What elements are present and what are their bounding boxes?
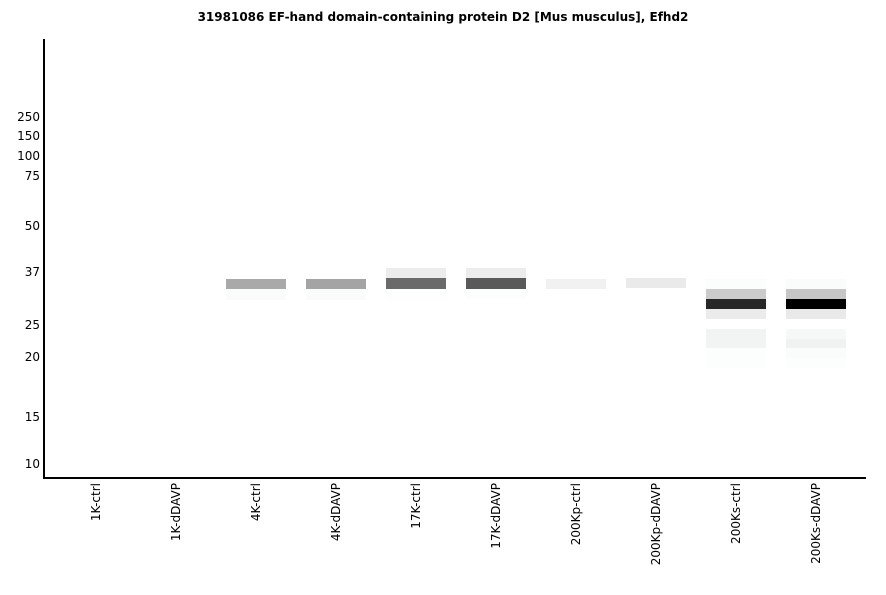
blot-band (786, 358, 846, 368)
y-tick-label: 15 (24, 410, 40, 424)
y-tick-label: 250 (17, 110, 40, 124)
blot-band (786, 289, 846, 299)
y-tick-label: 75 (24, 169, 40, 183)
blot-band (786, 279, 846, 289)
blot-band (706, 348, 766, 368)
blot-band (466, 268, 526, 278)
blot-band (226, 289, 286, 300)
blot-band (706, 289, 766, 299)
y-tick-label: 150 (17, 129, 40, 143)
blot-band (306, 289, 366, 300)
blot-band (626, 278, 686, 288)
y-axis-line (43, 39, 45, 479)
lane-label: 4K-ctrl (249, 483, 263, 522)
blot-band (706, 279, 766, 289)
blot-band (786, 299, 846, 309)
y-tick-label: 20 (24, 350, 40, 364)
blot-band (706, 309, 766, 319)
blot-band (386, 268, 446, 278)
y-tick-label: 50 (24, 219, 40, 233)
chart-title: 31981086 EF-hand domain-containing prote… (197, 10, 689, 24)
y-tick-label: 37 (24, 265, 40, 279)
blot-band (546, 279, 606, 289)
blot-band (466, 278, 526, 289)
blot-band (786, 329, 846, 339)
lane-label: 1K-ctrl (89, 483, 103, 522)
y-tick-label: 100 (17, 149, 40, 163)
blot-band (786, 309, 846, 319)
lane-label: 200Ks-dDAVP (809, 483, 823, 564)
blot-band (306, 279, 366, 289)
blot-band (226, 279, 286, 289)
blot-band (386, 289, 446, 299)
lane-label: 17K-ctrl (409, 483, 423, 529)
lane-label: 200Ks-ctrl (729, 483, 743, 544)
blot-band (706, 329, 766, 348)
blot-band (386, 278, 446, 289)
blot-band (466, 289, 526, 299)
lane-label: 200Kp-dDAVP (649, 483, 663, 566)
blot-band (786, 348, 846, 358)
y-tick-label: 10 (24, 457, 40, 471)
lane-label: 17K-dDAVP (489, 483, 503, 549)
x-axis-line (43, 477, 866, 479)
lane-label: 4K-dDAVP (329, 483, 343, 542)
lane-label: 200Kp-ctrl (569, 483, 583, 546)
blot-band (706, 299, 766, 309)
blot-band (786, 339, 846, 348)
lane-label: 1K-dDAVP (169, 483, 183, 542)
y-tick-label: 25 (24, 318, 40, 332)
